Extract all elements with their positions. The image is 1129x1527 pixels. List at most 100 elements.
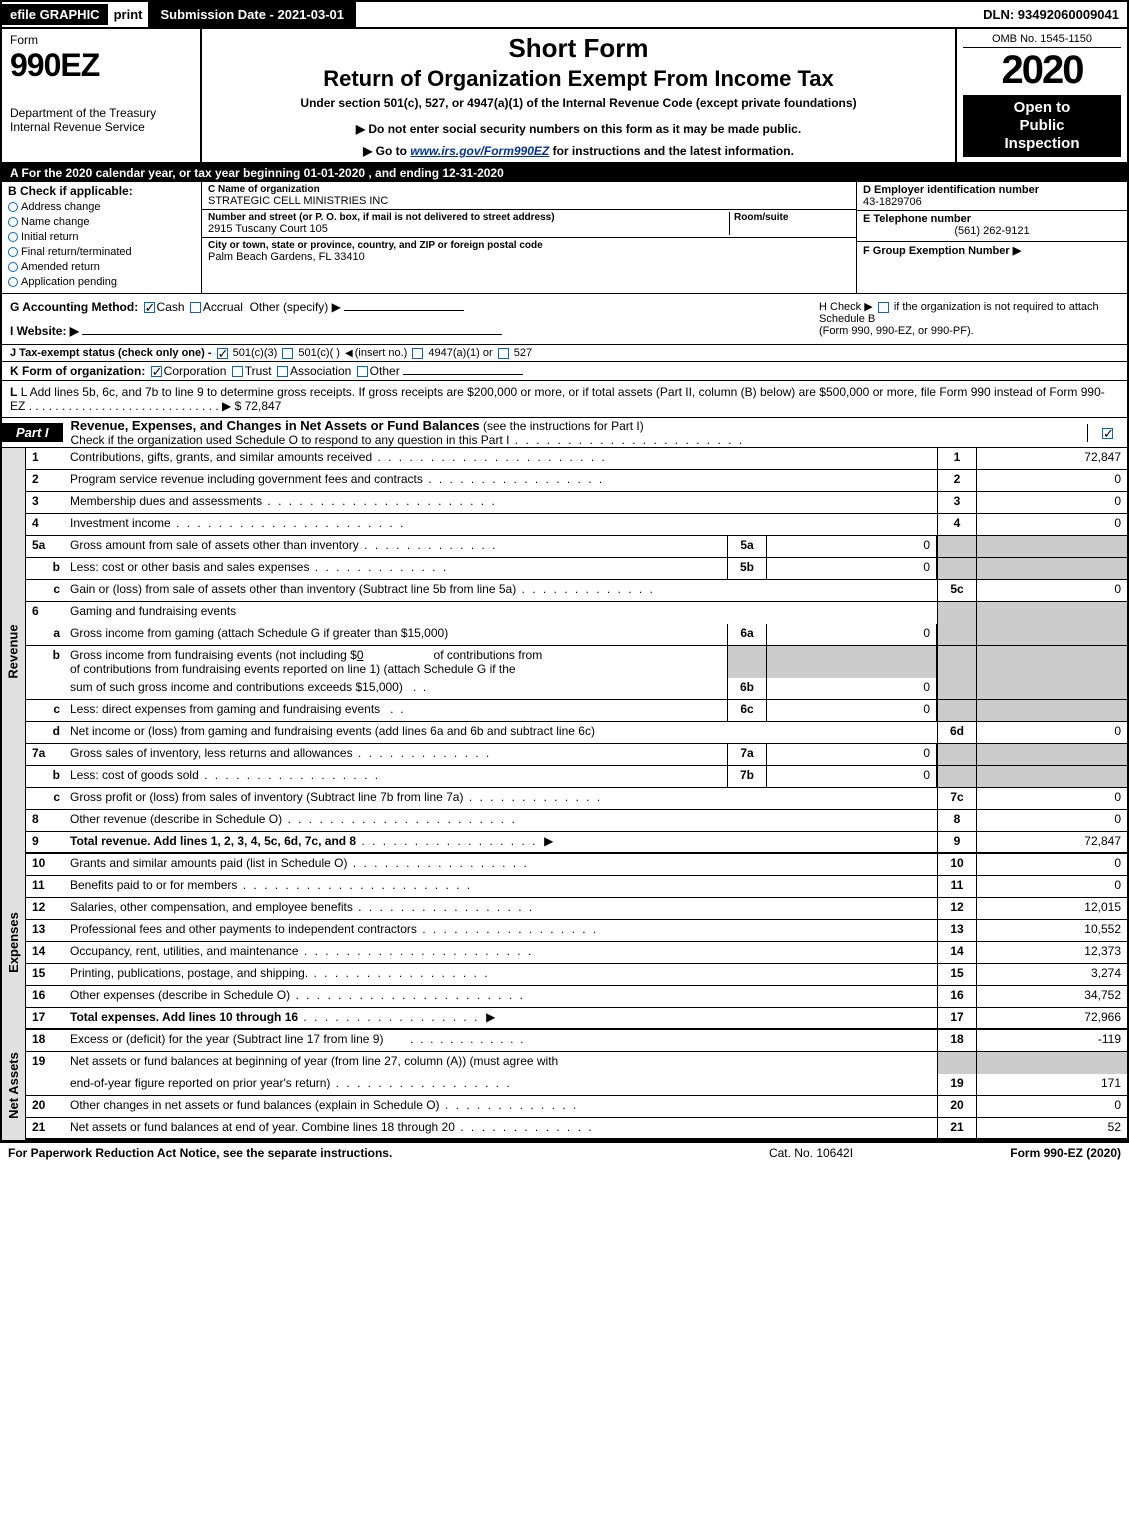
- other-input[interactable]: [344, 310, 464, 311]
- line-20: 20 Other changes in net assets or fund b…: [26, 1096, 1127, 1118]
- ln-sub-num: 6b: [727, 678, 767, 699]
- part1-title-sub: (see the instructions for Part I): [480, 419, 644, 433]
- ln-desc: Occupancy, rent, utilities, and maintena…: [66, 942, 937, 963]
- ln-desc: Net assets or fund balances at beginning…: [66, 1052, 937, 1074]
- chk-amended-return[interactable]: Amended return: [8, 261, 195, 273]
- chk-name-change[interactable]: Name change: [8, 216, 195, 228]
- top-bar: efile GRAPHIC print Submission Date - 20…: [2, 2, 1127, 29]
- footer-cat: Cat. No. 10642I: [701, 1146, 921, 1160]
- ln-desc: Membership dues and assessments: [66, 492, 937, 513]
- circle-icon: [8, 262, 18, 272]
- chk-association[interactable]: [277, 366, 288, 377]
- part1-check-line: Check if the organization used Schedule …: [71, 433, 510, 447]
- chk-label: Address change: [21, 201, 101, 213]
- ln-text: Grants and similar amounts paid (list in…: [70, 856, 347, 870]
- form-number: 990EZ: [10, 47, 192, 84]
- ln-num: 17: [26, 1008, 66, 1028]
- chk-527[interactable]: [498, 348, 509, 359]
- ln-text: Benefits paid to or for members: [70, 878, 237, 892]
- ln-box-val: 34,752: [977, 986, 1127, 1007]
- ln-num: 2: [26, 470, 66, 491]
- chk-final-return[interactable]: Final return/terminated: [8, 246, 195, 258]
- ln-num: 16: [26, 986, 66, 1007]
- header-center: Short Form Return of Organization Exempt…: [202, 29, 957, 162]
- dots-icon: [455, 1120, 594, 1134]
- dots-icon: [262, 494, 497, 508]
- circle-icon: [8, 202, 18, 212]
- ln-box-num: 14: [937, 942, 977, 963]
- short-form-title: Short Form: [210, 33, 947, 64]
- expenses-lines: 10 Grants and similar amounts paid (list…: [26, 854, 1127, 1030]
- row-a-tax-year: A For the 2020 calendar year, or tax yea…: [2, 164, 1127, 182]
- ln-sub-val: 0: [767, 700, 937, 721]
- insp-line3: Inspection: [965, 135, 1119, 153]
- part1-header: Part I Revenue, Expenses, and Changes in…: [2, 418, 1127, 448]
- ln-text: end-of-year figure reported on prior yea…: [70, 1076, 330, 1090]
- chk-initial-return[interactable]: Initial return: [8, 231, 195, 243]
- ln-desc: Gross income from fundraising events (no…: [66, 646, 727, 678]
- ln-text: Professional fees and other payments to …: [70, 922, 417, 936]
- chk-accrual[interactable]: [190, 302, 201, 313]
- dots-icon: [440, 1098, 579, 1112]
- efile-graphic-button[interactable]: efile GRAPHIC: [2, 4, 108, 25]
- expenses-vtab-label: Expenses: [6, 912, 21, 973]
- ln-box-num: 18: [937, 1030, 977, 1051]
- line-15: 15 Printing, publications, postage, and …: [26, 964, 1127, 986]
- chk-501c3[interactable]: [217, 348, 228, 359]
- ln-grey: [977, 766, 1127, 787]
- chk-501c[interactable]: [282, 348, 293, 359]
- ln-box-val: 0: [977, 470, 1127, 491]
- dots-icon: [330, 1076, 511, 1090]
- chk-trust[interactable]: [232, 366, 243, 377]
- ln-desc: Net income or (loss) from gaming and fun…: [66, 722, 937, 743]
- chk-label: Final return/terminated: [21, 246, 132, 258]
- dots-icon: [237, 878, 472, 892]
- ln-text: Gain or (loss) from sale of assets other…: [70, 582, 516, 596]
- chk-address-change[interactable]: Address change: [8, 201, 195, 213]
- g-label: G Accounting Method:: [10, 300, 138, 314]
- dots-icon: [423, 472, 604, 486]
- ln-text: Net assets or fund balances at end of ye…: [70, 1120, 455, 1134]
- chk-application-pending[interactable]: Application pending: [8, 276, 195, 288]
- k-other-input[interactable]: [403, 374, 523, 375]
- ln-box-num: 1: [937, 448, 977, 469]
- ln-grey: [977, 602, 1127, 624]
- line-17: 17 Total expenses. Add lines 10 through …: [26, 1008, 1127, 1030]
- goto-pre: ▶ Go to: [363, 144, 410, 158]
- ln-text: Gross income from gaming (attach Schedul…: [70, 626, 448, 640]
- ln-text: Program service revenue including govern…: [70, 472, 423, 486]
- footer-form-num: 990-EZ: [1044, 1146, 1083, 1160]
- ln-desc: Other changes in net assets or fund bala…: [66, 1096, 937, 1117]
- chk-corporation[interactable]: [151, 366, 162, 377]
- ln-text: Salaries, other compensation, and employ…: [70, 900, 353, 914]
- circle-icon: [8, 217, 18, 227]
- ln-desc: Benefits paid to or for members: [66, 876, 937, 897]
- line-4: 4 Investment income 4 0: [26, 514, 1127, 536]
- irs-link[interactable]: www.irs.gov/Form990EZ: [410, 144, 549, 158]
- print-button[interactable]: print: [108, 4, 149, 25]
- chk-schedule-b[interactable]: [878, 302, 889, 313]
- triangle-left-icon: [343, 347, 355, 359]
- chk-other[interactable]: [357, 366, 368, 377]
- ln-sub-val: 0: [767, 536, 937, 557]
- dots-icon: [309, 560, 448, 574]
- ln-num: d: [26, 722, 66, 743]
- chk-schedule-o[interactable]: [1102, 428, 1113, 439]
- accrual-label: Accrual: [203, 300, 243, 314]
- part1-title-text: Revenue, Expenses, and Changes in Net As…: [71, 418, 480, 433]
- expenses-vtab: Expenses: [2, 854, 26, 1030]
- c-street-row: Number and street (or P. O. box, if mail…: [202, 210, 856, 238]
- ln-box-val: 12,373: [977, 942, 1127, 963]
- line-6b-2: sum of such gross income and contributio…: [26, 678, 1127, 700]
- chk-label: Application pending: [21, 276, 117, 288]
- footer-form-post: (2020): [1083, 1146, 1121, 1160]
- chk-cash[interactable]: [144, 302, 155, 313]
- ln-text: Other revenue (describe in Schedule O): [70, 812, 282, 826]
- chk-label: Amended return: [21, 261, 100, 273]
- ln-grey: [937, 624, 977, 645]
- ln-text: Total revenue. Add lines 1, 2, 3, 4, 5c,…: [70, 834, 356, 848]
- chk-4947[interactable]: [412, 348, 423, 359]
- dept-irs: Internal Revenue Service: [10, 120, 192, 134]
- ln-grey: [977, 536, 1127, 557]
- website-input[interactable]: [82, 334, 502, 335]
